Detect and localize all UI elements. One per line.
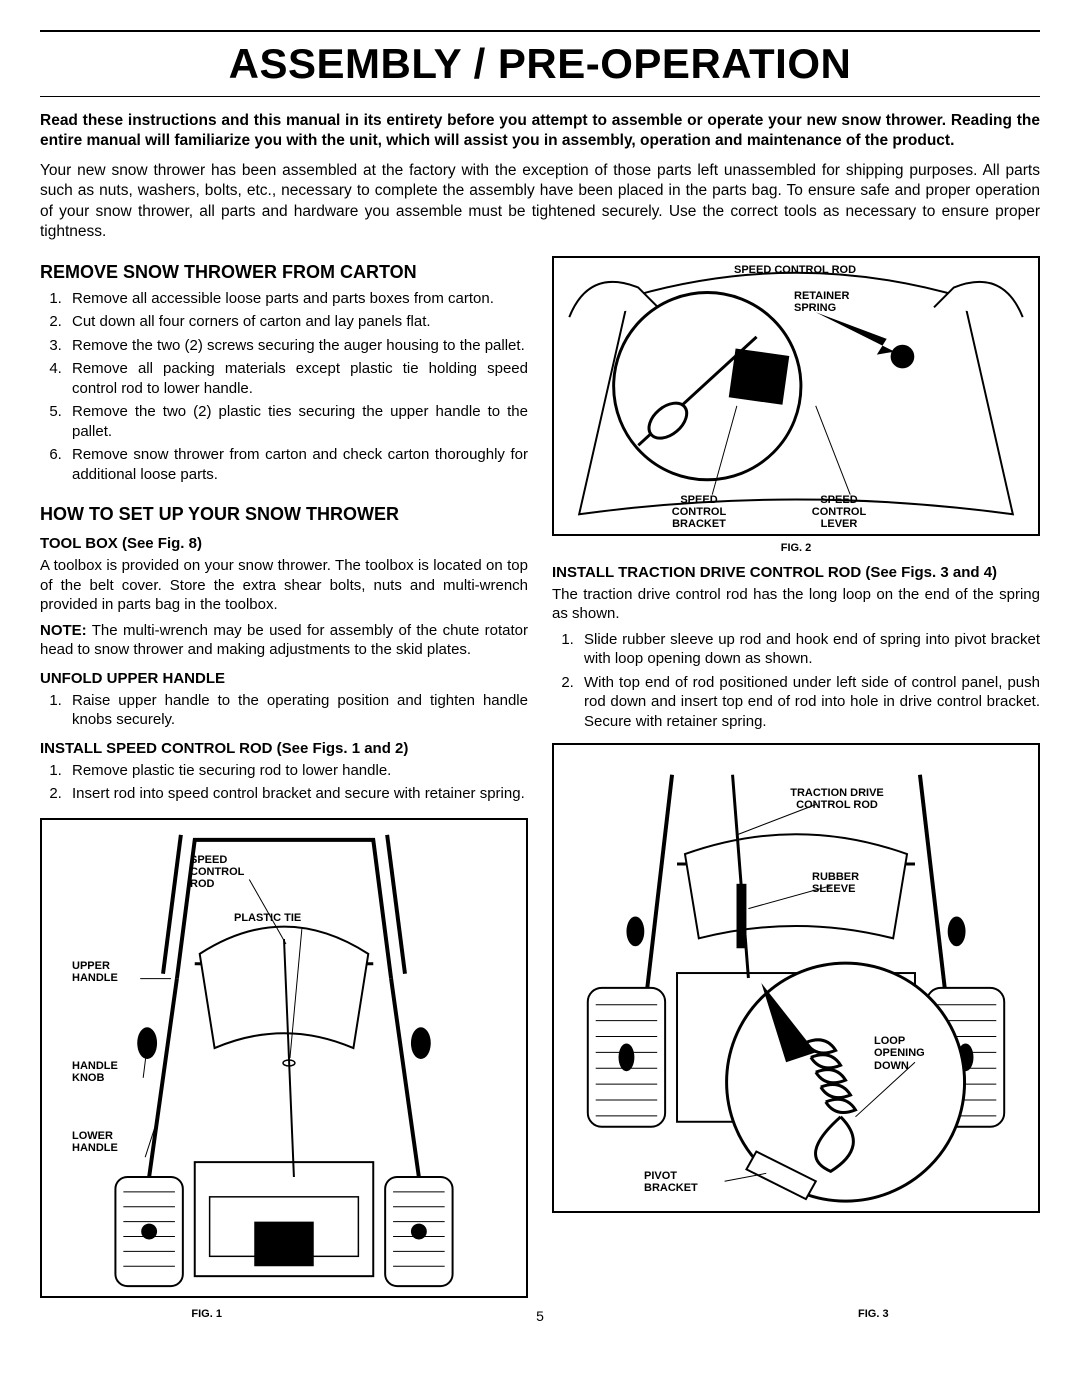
fig2-label-bracket: SPEED CONTROL BRACKET	[664, 494, 734, 530]
fig3-label-loop: LOOP OPENING DOWN	[874, 1035, 944, 1071]
unfold-steps: Raise upper handle to the operating posi…	[40, 691, 528, 730]
list-item: Insert rod into speed control bracket an…	[66, 784, 528, 804]
fig2-label-lever: SPEED CONTROL LEVER	[804, 494, 874, 530]
figure-3: TRACTION DRIVE CONTROL ROD RUBBER SLEEVE…	[552, 743, 1040, 1213]
list-item: Raise upper handle to the operating posi…	[66, 691, 528, 730]
note-text: The multi-wrench may be used for assembl…	[40, 622, 528, 659]
fig3-caption: FIG. 3	[707, 1308, 1040, 1320]
list-item: Remove the two (2) plastic ties securing…	[66, 402, 528, 441]
toolbox-subhead: TOOL BOX (See Fig. 8)	[40, 535, 528, 552]
fig1-svg	[42, 820, 526, 1296]
fig1-label-scr: SPEED CONTROL ROD	[190, 854, 260, 890]
fig1-label-lower: LOWER HANDLE	[72, 1130, 132, 1154]
unfold-subhead: UNFOLD UPPER HANDLE	[40, 670, 528, 687]
fig1-label-knob: HANDLE KNOB	[72, 1060, 132, 1084]
figure-2: SPEED CONTROL ROD RETAINER SPRING SPEED …	[552, 256, 1040, 536]
setup-heading: HOW TO SET UP YOUR SNOW THROWER	[40, 504, 528, 525]
remove-heading: REMOVE SNOW THROWER FROM CARTON	[40, 262, 528, 283]
two-column-layout: REMOVE SNOW THROWER FROM CARTON Remove a…	[40, 256, 1040, 1298]
intro-body: Your new snow thrower has been assembled…	[40, 161, 1040, 242]
list-item: Remove all packing materials except plas…	[66, 359, 528, 398]
footer-row: FIG. 1 5 FIG. 3	[40, 1302, 1040, 1324]
fig1-label-tie: PLASTIC TIE	[234, 912, 301, 924]
fig1-caption: FIG. 1	[40, 1308, 373, 1320]
list-item: Remove snow thrower from carton and chec…	[66, 445, 528, 484]
fig3-label-rod: TRACTION DRIVE CONTROL ROD	[782, 787, 892, 811]
install-speed-steps: Remove plastic tie securing rod to lower…	[40, 761, 528, 804]
page-title: ASSEMBLY / PRE-OPERATION	[40, 40, 1040, 88]
install-speed-subhead: INSTALL SPEED CONTROL ROD (See Figs. 1 a…	[40, 740, 528, 757]
title-underline	[40, 96, 1040, 97]
list-item: Cut down all four corners of carton and …	[66, 312, 528, 332]
remove-steps: Remove all accessible loose parts and pa…	[40, 289, 528, 485]
fig3-label-sleeve: RUBBER SLEEVE	[812, 871, 882, 895]
figure-1: SPEED CONTROL ROD PLASTIC TIE UPPER HAND…	[40, 818, 528, 1298]
page-number: 5	[373, 1308, 706, 1324]
top-rule	[40, 30, 1040, 32]
list-item: With top end of rod positioned under lef…	[578, 673, 1040, 732]
toolbox-para: A toolbox is provided on your snow throw…	[40, 556, 528, 615]
right-column: SPEED CONTROL ROD RETAINER SPRING SPEED …	[552, 256, 1040, 1298]
fig3-label-pivot: PIVOT BRACKET	[644, 1170, 714, 1194]
list-item: Remove the two (2) screws securing the a…	[66, 336, 528, 356]
install-traction-steps: Slide rubber sleeve up rod and hook end …	[552, 630, 1040, 732]
install-traction-para: The traction drive control rod has the l…	[552, 585, 1040, 624]
fig2-label-scr: SPEED CONTROL ROD	[734, 264, 856, 276]
intro-bold: Read these instructions and this manual …	[40, 111, 1040, 151]
install-traction-subhead: INSTALL TRACTION DRIVE CONTROL ROD (See …	[552, 564, 1040, 581]
fig3-svg	[554, 745, 1038, 1211]
list-item: Remove plastic tie securing rod to lower…	[66, 761, 528, 781]
note-label: NOTE:	[40, 622, 87, 639]
note-para: NOTE: The multi-wrench may be used for a…	[40, 621, 528, 660]
list-item: Slide rubber sleeve up rod and hook end …	[578, 630, 1040, 669]
fig2-caption: FIG. 2	[552, 542, 1040, 554]
fig1-label-upper: UPPER HANDLE	[72, 960, 132, 984]
fig2-label-spring: RETAINER SPRING	[794, 290, 864, 314]
list-item: Remove all accessible loose parts and pa…	[66, 289, 528, 309]
left-column: REMOVE SNOW THROWER FROM CARTON Remove a…	[40, 256, 528, 1298]
